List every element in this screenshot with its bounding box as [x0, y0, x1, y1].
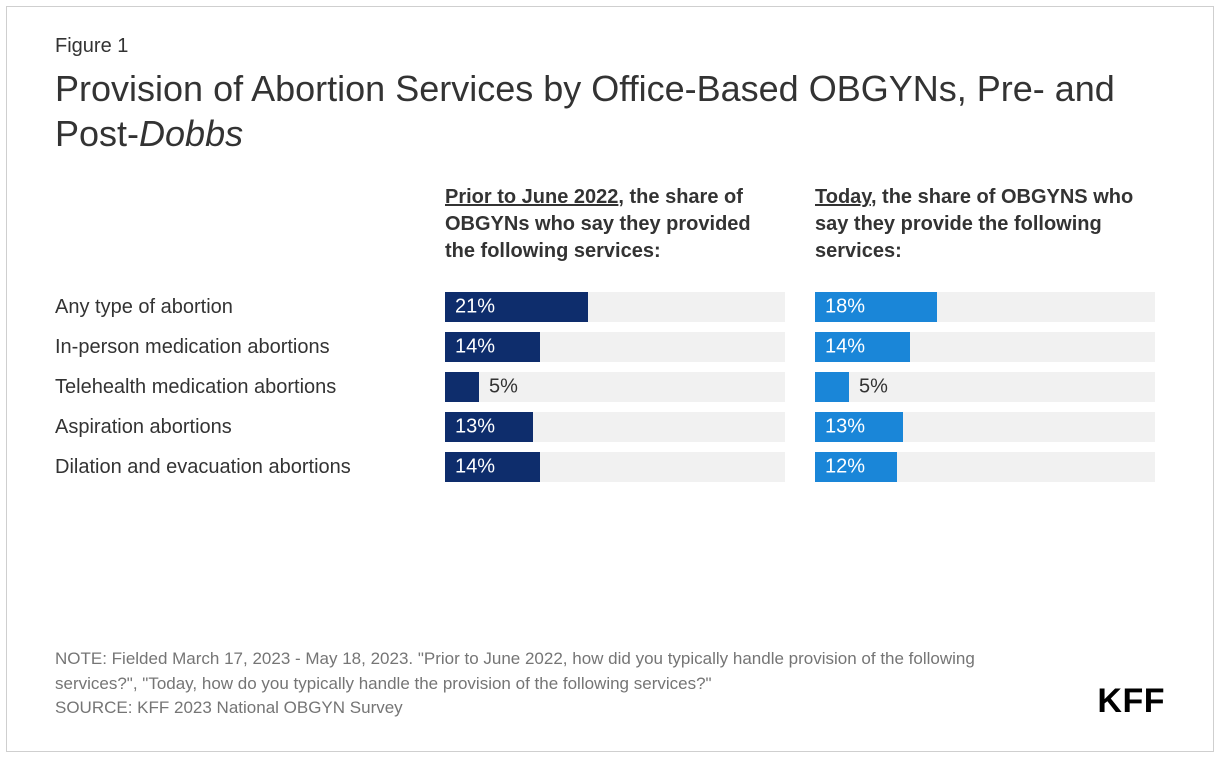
kff-logo: KFF	[1097, 682, 1165, 721]
bar-cell: 21%	[445, 287, 805, 327]
figure-footer: NOTE: Fielded March 17, 2023 - May 18, 2…	[55, 647, 1165, 721]
bar-track: 13%	[815, 412, 1155, 442]
bar-cell: 5%	[445, 367, 805, 407]
bar-value-label: 18%	[825, 296, 865, 319]
figure-number: Figure 1	[55, 35, 1165, 58]
figure-title: Provision of Abortion Services by Office…	[55, 66, 1165, 156]
bar-track: 21%	[445, 292, 785, 322]
bar-value-label: 13%	[455, 416, 495, 439]
bar-cell: 5%	[815, 367, 1175, 407]
bar-value-label: 14%	[455, 336, 495, 359]
category-label: Telehealth medication abortions	[55, 367, 435, 407]
bar-cell: 18%	[815, 287, 1175, 327]
category-label: Dilation and evacuation abortions	[55, 447, 435, 487]
bar-track: 13%	[445, 412, 785, 442]
bar-value-label: 13%	[825, 416, 865, 439]
column-header-today: Today, the share of OBGYNS who say they …	[815, 184, 1155, 265]
bar-fill	[445, 372, 479, 402]
category-label: Any type of abortion	[55, 287, 435, 327]
bar-value-label: 21%	[455, 296, 495, 319]
bar-cell: 13%	[445, 407, 805, 447]
bar-cell: 14%	[445, 327, 805, 367]
bar-value-label: 14%	[825, 336, 865, 359]
bar-chart: Prior to June 2022, the share of OBGYNs …	[55, 184, 1165, 487]
bar-value-label: 5%	[489, 376, 518, 399]
bar-track: 18%	[815, 292, 1155, 322]
figure-note: NOTE: Fielded March 17, 2023 - May 18, 2…	[55, 647, 1055, 721]
column-header-prior: Prior to June 2022, the share of OBGYNs …	[445, 184, 785, 265]
bar-track: 5%	[815, 372, 1155, 402]
bar-track: 14%	[815, 332, 1155, 362]
category-header-spacer	[55, 184, 435, 287]
bar-fill	[815, 372, 849, 402]
bar-cell: 14%	[445, 447, 805, 487]
bar-value-label: 14%	[455, 456, 495, 479]
bar-track: 5%	[445, 372, 785, 402]
bar-track: 14%	[445, 452, 785, 482]
bar-cell: 14%	[815, 327, 1175, 367]
figure-frame: Figure 1 Provision of Abortion Services …	[6, 6, 1214, 752]
bar-track: 14%	[445, 332, 785, 362]
bar-value-label: 12%	[825, 456, 865, 479]
bar-cell: 12%	[815, 447, 1175, 487]
bar-value-label: 5%	[859, 376, 888, 399]
bar-track: 12%	[815, 452, 1155, 482]
category-label: Aspiration abortions	[55, 407, 435, 447]
bar-cell: 13%	[815, 407, 1175, 447]
category-label: In-person medication abortions	[55, 327, 435, 367]
